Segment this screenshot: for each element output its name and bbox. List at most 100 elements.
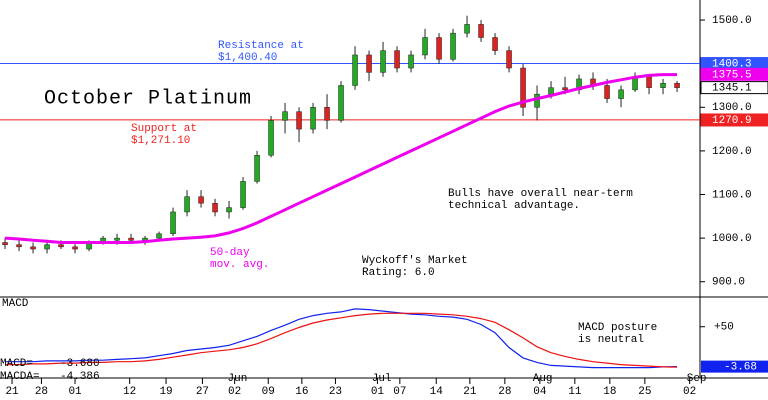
price-tag xyxy=(700,113,768,127)
x-tick-label: 16 xyxy=(295,386,308,398)
candle-body xyxy=(58,244,64,248)
legend-value: -4.386 xyxy=(60,371,100,383)
candle-body xyxy=(422,37,428,56)
candle-body xyxy=(128,237,134,241)
y-tick-label: +50 xyxy=(714,322,734,334)
x-tick-label: 28 xyxy=(498,386,511,398)
candle-body xyxy=(380,50,386,73)
x-tick-label: 25 xyxy=(638,386,651,398)
level-label: Resistance at xyxy=(218,40,304,52)
price-tag-label: 1270.9 xyxy=(712,115,752,127)
x-tick-label: 02 xyxy=(683,386,696,398)
annotation: Bulls have overall near-term xyxy=(448,188,633,200)
candle-body xyxy=(212,202,218,213)
candle-body xyxy=(562,87,568,91)
candle-body xyxy=(366,54,372,73)
x-tick-label: 14 xyxy=(430,386,444,398)
legend-value: -3.680 xyxy=(60,358,100,370)
candle-body xyxy=(604,85,610,99)
annotation: Rating: 6.0 xyxy=(362,267,435,279)
candle-body xyxy=(30,246,36,250)
candle-body xyxy=(674,83,680,88)
x-tick-label: 28 xyxy=(35,386,48,398)
month-label: Jun xyxy=(228,373,248,385)
x-tick-label: 27 xyxy=(196,386,209,398)
series-line xyxy=(4,73,677,244)
candle-body xyxy=(296,111,302,130)
candle-body xyxy=(240,181,246,208)
candle-body xyxy=(254,155,260,182)
y-tick-label: 900.0 xyxy=(712,277,745,289)
candle-body xyxy=(408,54,414,69)
x-tick-label: 09 xyxy=(262,386,275,398)
candle-body xyxy=(478,24,484,38)
candle-body xyxy=(534,93,540,108)
candle-body xyxy=(520,67,526,108)
series-line xyxy=(5,308,678,369)
annotation: 50-day xyxy=(210,247,250,259)
level-label: $1,271.10 xyxy=(131,135,190,147)
macd-title: MACD xyxy=(2,298,29,310)
candle-body xyxy=(16,244,22,248)
candle-body xyxy=(338,85,344,121)
candle-body xyxy=(506,50,512,69)
candle-body xyxy=(436,37,442,60)
x-tick-label: 04 xyxy=(533,386,547,398)
candle-body xyxy=(646,76,652,88)
candle-body xyxy=(2,242,8,245)
candle-body xyxy=(660,83,666,88)
x-tick-label: 18 xyxy=(603,386,616,398)
candle-body xyxy=(156,233,162,239)
price-tag-label: 1375.5 xyxy=(712,69,752,81)
legend-label: MACDA= xyxy=(0,371,40,383)
candle-body xyxy=(394,50,400,69)
candle-body xyxy=(198,196,204,204)
y-tick-label: 1100.0 xyxy=(712,189,752,201)
price-tag-label: 1400.3 xyxy=(712,58,752,70)
candle-body xyxy=(492,37,498,51)
candle-body xyxy=(450,32,456,60)
candle-body xyxy=(618,89,624,99)
x-tick-label: 11 xyxy=(568,386,582,398)
month-label: Jul xyxy=(372,373,392,385)
month-label: Aug xyxy=(533,373,553,385)
level-label: $1,400.40 xyxy=(218,52,277,64)
macd-tag xyxy=(701,360,768,373)
x-tick-label: 07 xyxy=(393,386,406,398)
y-tick-label: 1500.0 xyxy=(712,15,752,27)
candle-body xyxy=(310,107,316,130)
y-tick-label: 1200.0 xyxy=(712,146,752,158)
candle-body xyxy=(44,244,50,250)
candle-body xyxy=(548,87,554,95)
annotation: Wyckoff's Market xyxy=(362,255,468,267)
price-tag-label: 1345.1 xyxy=(712,83,752,95)
annotation: is neutral xyxy=(578,334,644,346)
month-label: Sep xyxy=(687,373,707,385)
price-tag xyxy=(700,67,768,81)
candle-body xyxy=(324,107,330,121)
x-tick-label: 23 xyxy=(329,386,342,398)
candle-body xyxy=(268,120,274,156)
y-tick-label: 1000.0 xyxy=(712,233,752,245)
x-tick-label: 19 xyxy=(159,386,172,398)
annotation: mov. avg. xyxy=(210,259,269,271)
annotation: MACD posture xyxy=(578,322,657,334)
legend-label: MACD= xyxy=(0,358,33,370)
candle-body xyxy=(72,246,78,250)
candle-body xyxy=(114,237,120,241)
candle-body xyxy=(464,24,470,34)
x-tick-label: 02 xyxy=(228,386,241,398)
x-tick-label: 01 xyxy=(371,386,385,398)
series-line xyxy=(5,312,678,368)
y-tick-label: 1300.0 xyxy=(712,102,752,114)
x-tick-label: 21 xyxy=(463,386,477,398)
x-tick-label: 12 xyxy=(123,386,136,398)
level-label: Support at xyxy=(131,123,197,135)
x-tick-label: 01 xyxy=(68,386,82,398)
chart-title: October Platinum xyxy=(44,87,252,110)
candle-body xyxy=(170,211,176,235)
candle-body xyxy=(226,207,232,213)
candle-body xyxy=(282,111,288,121)
x-tick-label: 21 xyxy=(5,386,19,398)
